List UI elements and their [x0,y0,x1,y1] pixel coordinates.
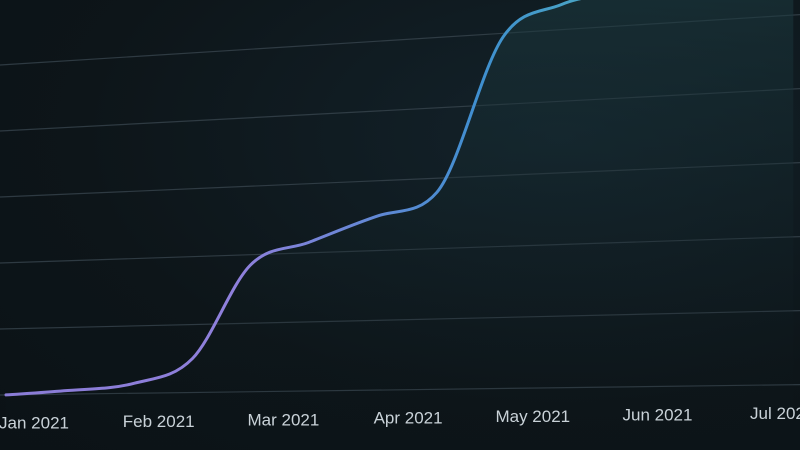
x-tick-label: Mar 2021 [247,410,319,429]
x-tick-label: May 2021 [495,407,570,426]
series-area [6,0,794,450]
area-fill [6,0,794,450]
x-tick-label: Jun 2021 [623,406,693,425]
x-tick-label: Feb 2021 [123,412,195,431]
series-line-group [4,0,582,397]
series-line [4,0,582,397]
x-axis-tick-labels: Jan 2021 Feb 2021 Mar 2021 Apr 2021 May 2021… [0,404,800,433]
x-tick-label: Jul 2021 [750,404,800,423]
x-tick-label: Jan 2021 [0,414,69,433]
x-tick-label: Apr 2021 [374,409,443,428]
